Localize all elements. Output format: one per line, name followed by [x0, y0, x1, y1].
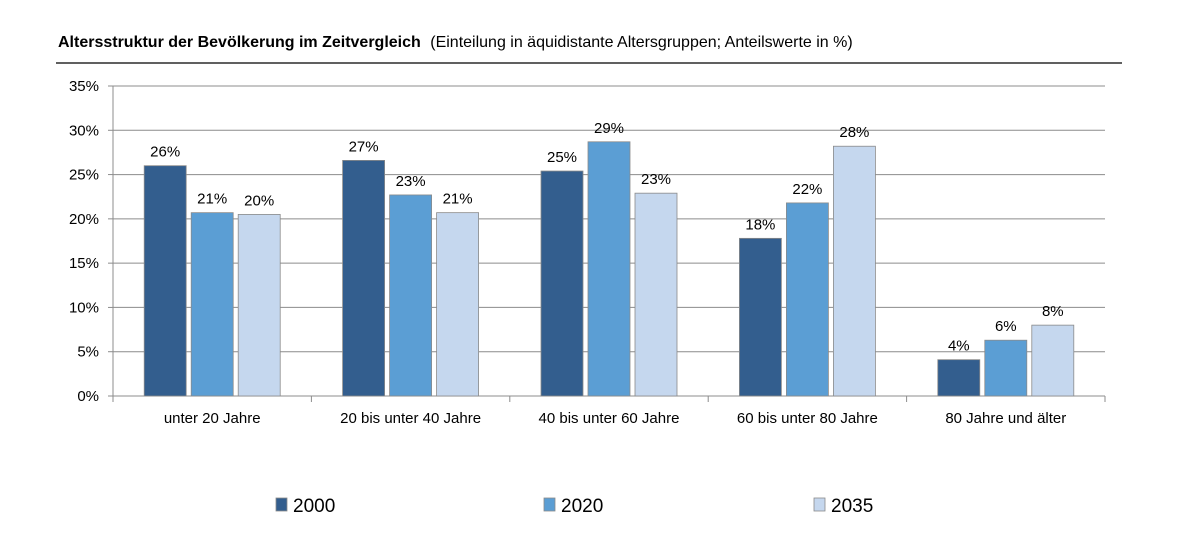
- bar-2000: [342, 159, 386, 397]
- y-tick-label: 10%: [69, 299, 99, 316]
- bar-value-label: 21%: [197, 191, 227, 208]
- y-tick-label: 15%: [69, 255, 99, 272]
- legend-label: 2000: [293, 496, 335, 517]
- legend-swatch-2020: [543, 497, 556, 512]
- bar-value-label: 28%: [839, 124, 869, 141]
- chart-subtitle: (Einteilung in äquidistante Altersgruppe…: [430, 34, 852, 51]
- legend-label: 2035: [831, 496, 873, 517]
- bar-value-label: 20%: [244, 192, 274, 209]
- bar-value-label: 21%: [443, 191, 473, 208]
- bar-value-label: 23%: [641, 171, 671, 188]
- bar-2000: [540, 170, 584, 397]
- y-tick-label: 30%: [69, 122, 99, 139]
- bar-value-label: 22%: [792, 181, 822, 198]
- bar-value-label: 4%: [948, 338, 970, 355]
- bar-2035: [237, 214, 281, 397]
- bar-2020: [587, 141, 631, 397]
- x-tick-label: 40 bis unter 60 Jahre: [539, 410, 680, 427]
- legend-swatch-2035: [813, 497, 826, 512]
- y-tick-label: 0%: [77, 388, 99, 405]
- x-tick-label: unter 20 Jahre: [164, 410, 261, 427]
- chart-title-line: Altersstruktur der Bevölkerung im Zeitve…: [58, 34, 853, 51]
- x-tick-label: 60 bis unter 80 Jahre: [737, 410, 878, 427]
- y-tick-label: 5%: [77, 344, 99, 361]
- bar-value-label: 27%: [349, 138, 379, 155]
- bar-value-label: 26%: [150, 144, 180, 161]
- bar-value-label: 29%: [594, 120, 624, 137]
- legend: 2000 2020 2035: [275, 496, 873, 517]
- bar-value-label: 23%: [396, 173, 426, 190]
- bar-2020: [984, 339, 1028, 397]
- bar-2035: [833, 145, 876, 397]
- data-labels: 26% 21% 20% 27% 23% 21% 25% 29% 23% 18% 22% 28% 4% 6%…: [150, 120, 1063, 355]
- legend-swatch-2000: [275, 497, 288, 512]
- y-tick-label: 35%: [69, 78, 99, 95]
- x-tick-label: 20 bis unter 40 Jahre: [340, 410, 481, 427]
- bar-value-label: 18%: [745, 216, 775, 233]
- bar-value-label: 25%: [547, 149, 577, 166]
- bar-2000: [143, 165, 187, 397]
- bar-value-label: 6%: [995, 318, 1017, 335]
- legend-label: 2020: [561, 496, 603, 517]
- bar-2000: [937, 359, 981, 397]
- bar-2035: [436, 212, 480, 397]
- chart-title: Altersstruktur der Bevölkerung im Zeitve…: [58, 34, 421, 51]
- x-tick-label: 80 Jahre und älter: [945, 410, 1066, 427]
- bar-2020: [190, 212, 234, 397]
- bars: [143, 141, 1075, 397]
- bar-2035: [634, 192, 678, 397]
- bar-2000: [739, 237, 782, 397]
- bar-value-label: 8%: [1042, 303, 1064, 320]
- bar-2020: [389, 194, 433, 397]
- y-tick-label: 25%: [69, 167, 99, 184]
- bar-2035: [1031, 324, 1075, 397]
- y-tick-label: 20%: [69, 211, 99, 228]
- bar-2020: [786, 202, 829, 397]
